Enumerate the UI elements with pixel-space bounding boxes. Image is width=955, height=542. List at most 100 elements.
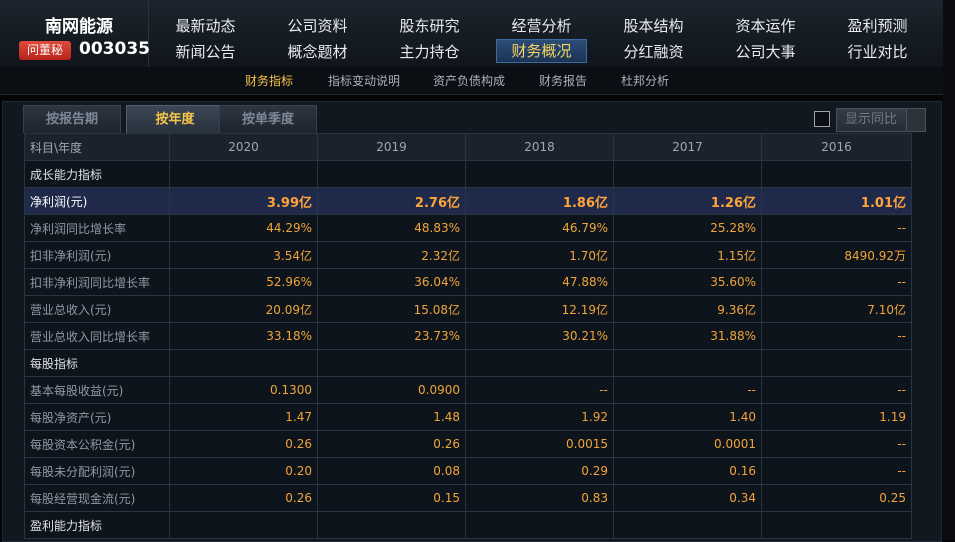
- table-row: 扣非净利润(元) 3.54亿 2.32亿 1.70亿 1.15亿 8490.92万: [24, 241, 912, 269]
- nav-item[interactable]: 最新动态: [175, 17, 236, 35]
- table-cell: [613, 160, 762, 188]
- row-label: 净利润同比增长率: [24, 214, 170, 242]
- table-cell: 47.88%: [465, 268, 614, 296]
- top-navigation: 南网能源 问董秘 003035 最新动态 公司资料 股东研究 经营分析 股本结构 资本运作…: [0, 0, 943, 68]
- nav-item[interactable]: 股东研究: [399, 17, 460, 35]
- table-cell: 1.01亿: [761, 187, 912, 215]
- table-row: 净利润同比增长率 44.29% 48.83% 46.79% 25.28% --: [24, 214, 912, 242]
- nav-item[interactable]: 公司大事: [735, 43, 796, 61]
- subnav-item[interactable]: 杜邦分析: [621, 74, 670, 88]
- table-cell: 0.83: [465, 484, 614, 512]
- tab-period[interactable]: 按单季度: [219, 105, 317, 133]
- table-cell: 44.29%: [169, 214, 318, 242]
- row-label: 每股经营现金流(元): [24, 484, 170, 512]
- table-cell: [761, 160, 912, 188]
- table-cell: 0.26: [169, 484, 318, 512]
- table-row: 基本每股收益(元) 0.1300 0.0900 -- -- --: [24, 376, 912, 404]
- section-title: 每股指标: [24, 349, 170, 377]
- table-cell: [613, 349, 762, 377]
- tab-period[interactable]: 按年度: [126, 105, 224, 133]
- table-row: 营业总收入(元) 20.09亿 15.08亿 12.19亿 9.36亿 7.10亿: [24, 295, 912, 323]
- table-cell: 30.21%: [465, 322, 614, 350]
- table-cell: 2.32亿: [317, 241, 466, 269]
- table-row: 每股经营现金流(元) 0.26 0.15 0.83 0.34 0.25: [24, 484, 912, 512]
- subnav-item[interactable]: 财务报告: [539, 74, 588, 88]
- table-cell: 1.19: [761, 403, 912, 431]
- row-label: 扣非净利润同比增长率: [24, 268, 170, 296]
- table-cell: 52.96%: [169, 268, 318, 296]
- table-cell: [465, 511, 614, 539]
- table-cell: 1.48: [317, 403, 466, 431]
- table-cell: --: [465, 376, 614, 404]
- stock-info: 南网能源 问董秘 003035: [0, 0, 150, 67]
- table-cell: 1.86亿: [465, 187, 614, 215]
- nav-item[interactable]: 分红融资: [623, 43, 684, 61]
- stock-name: 南网能源: [45, 17, 113, 37]
- table-cell: 0.15: [317, 484, 466, 512]
- section-row: 每股指标: [24, 349, 912, 377]
- nav-item[interactable]: 财务概况: [496, 39, 587, 63]
- table-cell: 0.16: [613, 457, 762, 485]
- table-cell: [761, 511, 912, 539]
- nav-item[interactable]: 行业对比: [847, 43, 908, 61]
- table-cell: [465, 160, 614, 188]
- table-cell: 7.10亿: [761, 295, 912, 323]
- nav-item[interactable]: 盈利预测: [847, 17, 908, 35]
- table-cell: 1.47: [169, 403, 318, 431]
- table-cell: 0.34: [613, 484, 762, 512]
- column-header-year: 2016: [761, 133, 912, 161]
- subnav-item[interactable]: 指标变动说明: [328, 74, 401, 88]
- nav-item[interactable]: 股本结构: [623, 17, 684, 35]
- table-cell: 0.26: [317, 430, 466, 458]
- table-cell: 46.79%: [465, 214, 614, 242]
- table-cell: 0.1300: [169, 376, 318, 404]
- nav-item[interactable]: 资本运作: [735, 17, 796, 35]
- row-label: 净利润(元): [24, 187, 170, 215]
- dropdown-icon: [906, 109, 925, 131]
- table-cell: 0.0900: [317, 376, 466, 404]
- nav-item[interactable]: 公司资料: [287, 17, 348, 35]
- table-cell: 8490.92万: [761, 241, 912, 269]
- table-cell: 1.92: [465, 403, 614, 431]
- subnav-item[interactable]: 财务指标: [245, 74, 294, 88]
- table-cell: [465, 349, 614, 377]
- table-cell: 48.83%: [317, 214, 466, 242]
- table-cell: 36.04%: [317, 268, 466, 296]
- row-label: 每股资本公积金(元): [24, 430, 170, 458]
- stock-code: 003035: [79, 39, 150, 59]
- nav-item[interactable]: 主力持仓: [399, 43, 460, 61]
- table-cell: --: [761, 376, 912, 404]
- table-row: 每股未分配利润(元) 0.20 0.08 0.29 0.16 --: [24, 457, 912, 485]
- yoy-toggle-button[interactable]: 显示同比: [836, 108, 926, 132]
- table-cell: 1.70亿: [465, 241, 614, 269]
- table-cell: 2.76亿: [317, 187, 466, 215]
- table-cell: 20.09亿: [169, 295, 318, 323]
- row-label: 营业总收入同比增长率: [24, 322, 170, 350]
- table-cell: --: [613, 376, 762, 404]
- yoy-checkbox[interactable]: [814, 111, 830, 127]
- nav-item[interactable]: 新闻公告: [175, 43, 236, 61]
- sub-navigation: 财务指标 指标变动说明 资产负债构成 财务报告 杜邦分析: [0, 67, 943, 95]
- table-cell: 1.40: [613, 403, 762, 431]
- column-header-year: 2018: [465, 133, 614, 161]
- table-cell: 33.18%: [169, 322, 318, 350]
- finance-table: 科目\年度 2020 2019 2018 2017 2016 成长能力指标 净利润…: [24, 133, 912, 539]
- table-cell: [761, 349, 912, 377]
- yoy-label: 显示同比: [845, 112, 898, 127]
- nav-item[interactable]: 概念题材: [287, 43, 348, 61]
- table-cell: --: [761, 430, 912, 458]
- row-label: 每股净资产(元): [24, 403, 170, 431]
- subnav-item[interactable]: 资产负债构成: [433, 74, 506, 88]
- table-row: 每股净资产(元) 1.47 1.48 1.92 1.40 1.19: [24, 403, 912, 431]
- table-cell: --: [761, 214, 912, 242]
- scrollbar-track[interactable]: [943, 0, 955, 540]
- tab-period[interactable]: 按报告期: [23, 105, 121, 133]
- table-cell: --: [761, 322, 912, 350]
- table-cell: [169, 160, 318, 188]
- ask-secretary-button[interactable]: 问董秘: [19, 41, 71, 60]
- section-row: 盈利能力指标: [24, 511, 912, 539]
- table-cell: 1.26亿: [613, 187, 762, 215]
- nav-item[interactable]: 经营分析: [511, 17, 572, 35]
- column-header-year: 2020: [169, 133, 318, 161]
- table-cell: 31.88%: [613, 322, 762, 350]
